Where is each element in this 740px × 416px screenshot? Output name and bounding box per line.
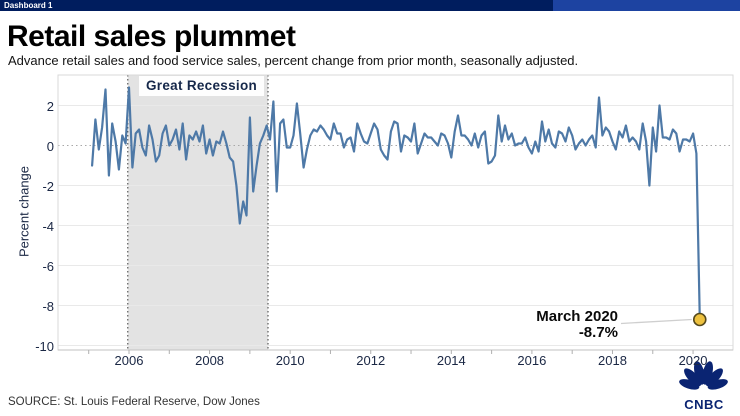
cnbc-logo-text: CNBC	[684, 397, 724, 412]
y-tick-label: -6	[42, 258, 54, 274]
end-point-marker	[692, 312, 707, 327]
source-credit: SOURCE: St. Louis Federal Reserve, Dow J…	[8, 396, 260, 408]
y-tick-label: -4	[42, 218, 54, 234]
x-tick-label: 2012	[356, 353, 386, 368]
march-2020-annotation: March 2020 -8.7%	[478, 309, 618, 341]
y-tick-label: -2	[42, 178, 54, 194]
cnbc-logo: CNBC	[679, 361, 728, 412]
annotation-date: March 2020	[536, 308, 618, 325]
x-tick-label: 2006	[114, 353, 144, 368]
x-tick-label: 2016	[517, 353, 547, 368]
tab-dashboard-1[interactable]: Dashboard 1	[4, 1, 53, 10]
x-tick-label: 2008	[195, 353, 225, 368]
y-tick-label: 2	[46, 98, 54, 114]
dashboard-tab-bar: Dashboard 1	[0, 0, 740, 11]
recession-band	[127, 75, 269, 350]
y-tick-label: -8	[42, 298, 54, 314]
annotation-leader-line	[620, 318, 692, 325]
annotation-value: -8.7%	[578, 324, 618, 341]
y-tick-label: 0	[46, 138, 54, 154]
retail-sales-line	[91, 86, 701, 321]
y-tick-label: -10	[35, 338, 54, 354]
x-tick-label: 2020	[678, 353, 708, 368]
chart-title: Retail sales plummet	[7, 20, 296, 53]
chart-subtitle: Advance retail sales and food service sa…	[8, 53, 579, 68]
tab-bar-right-segment	[553, 0, 740, 11]
x-tick-label: 2010	[275, 353, 305, 368]
recession-band-label: Great Recession	[139, 76, 265, 96]
x-tick-label: 2014	[436, 353, 466, 368]
x-tick-label: 2018	[598, 353, 627, 368]
